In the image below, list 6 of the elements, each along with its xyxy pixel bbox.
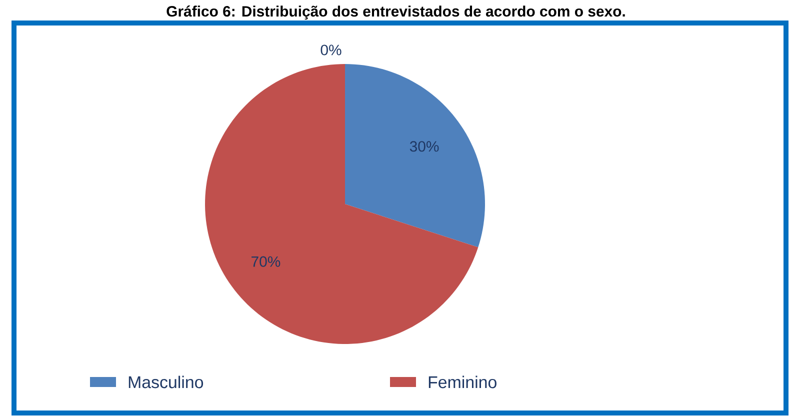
legend-label: Feminino: [428, 376, 496, 388]
data-label: 30%: [410, 141, 439, 152]
data-label: 70%: [252, 256, 280, 267]
chart-title: Gráfico 6: Distribuição dos entrevistados de acordo com o sexo.: [166, 6, 625, 20]
text: 0%: [320, 44, 342, 56]
legend-label: Masculino: [128, 376, 204, 388]
